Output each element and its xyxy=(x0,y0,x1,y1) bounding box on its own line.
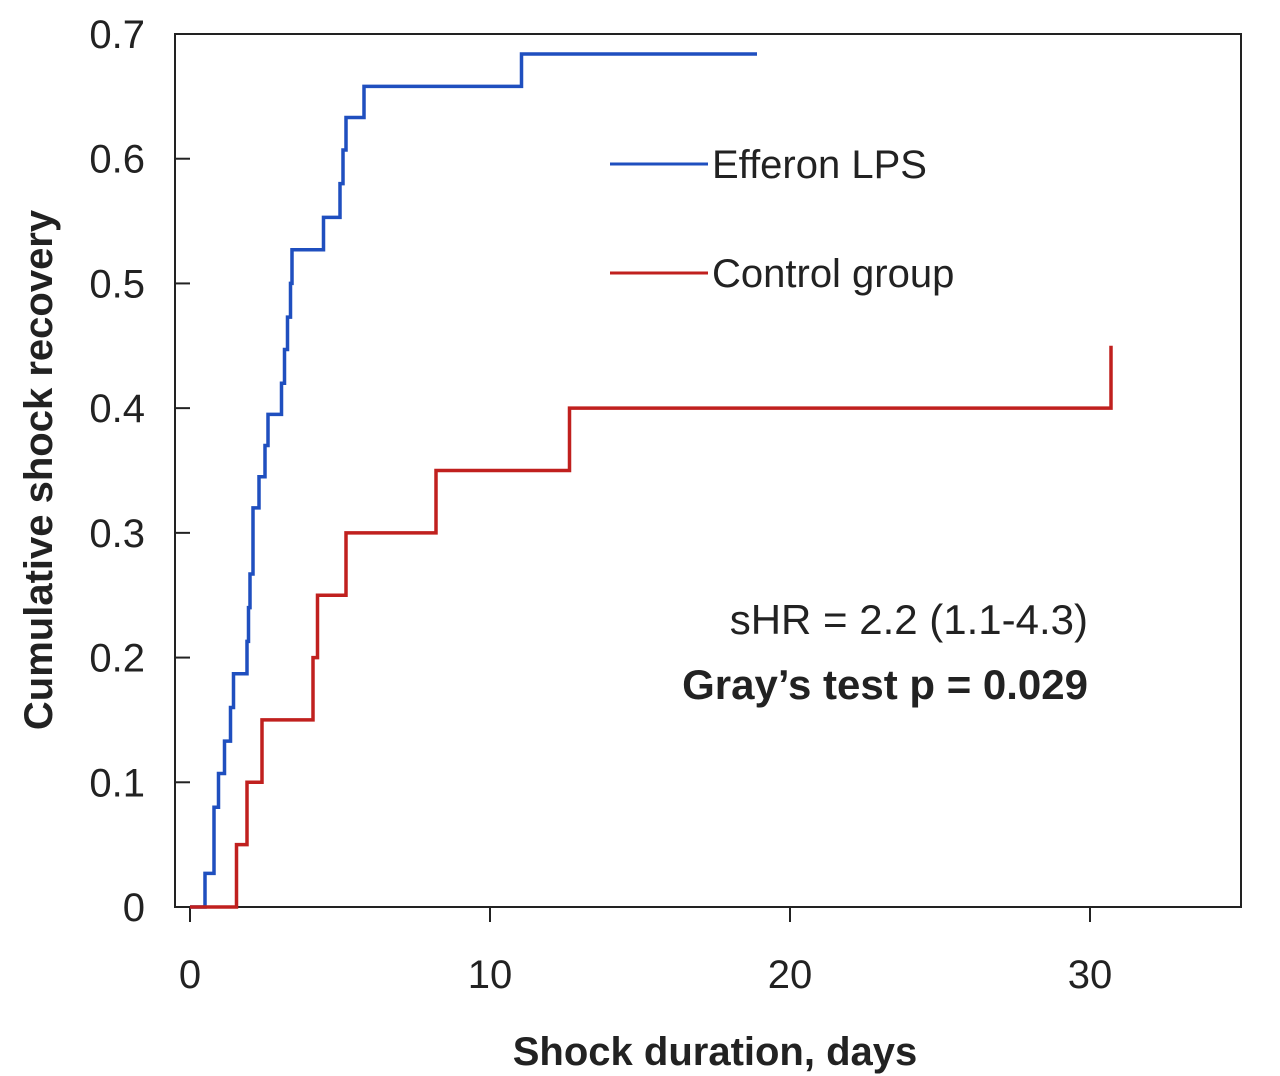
x-axis-title: Shock duration, days xyxy=(513,1030,918,1074)
legend: Efferon LPS Control group xyxy=(610,143,954,296)
y-tick-label: 0.5 xyxy=(89,262,145,306)
annotation-grays-test: Gray’s test p = 0.029 xyxy=(682,661,1088,708)
series-line-control-group xyxy=(190,345,1113,909)
y-axis: 0 0.1 0.2 0.3 0.4 0.5 0.6 0.7 xyxy=(89,13,190,930)
annotation-shr: sHR = 2.2 (1.1-4.3) xyxy=(730,596,1088,643)
y-tick-label: 0.1 xyxy=(89,761,145,805)
x-tick-label: 10 xyxy=(468,953,513,997)
y-tick-label: 0 xyxy=(123,886,145,930)
x-tick-label: 20 xyxy=(768,953,813,997)
series-line-efferon-lps xyxy=(190,52,757,909)
y-tick-label: 0.4 xyxy=(89,387,145,431)
plot-frame xyxy=(174,33,1242,908)
y-axis-title: Cumulative shock recovery xyxy=(17,209,61,730)
legend-label-efferon: Efferon LPS xyxy=(712,143,927,187)
y-tick-label: 0.7 xyxy=(89,13,145,57)
x-axis: 0 10 20 30 xyxy=(179,907,1112,997)
legend-label-control: Control group xyxy=(712,252,954,296)
x-tick-label: 30 xyxy=(1068,953,1113,997)
y-tick-label: 0.3 xyxy=(89,512,145,556)
x-tick-label: 0 xyxy=(179,953,201,997)
y-tick-label: 0.6 xyxy=(89,138,145,182)
y-tick-label: 0.2 xyxy=(89,637,145,681)
series-lines xyxy=(190,52,1113,909)
